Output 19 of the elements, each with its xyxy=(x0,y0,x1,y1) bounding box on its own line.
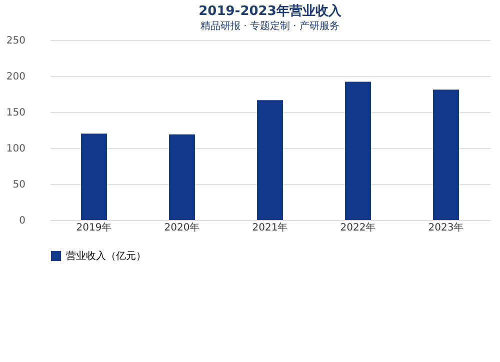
y-tick-label: 50 xyxy=(12,180,26,190)
legend-label: 营业收入（亿元） xyxy=(66,250,146,262)
x-tick-label: 2023年 xyxy=(428,222,464,234)
bar xyxy=(169,134,195,220)
x-tick-label: 2021年 xyxy=(252,222,288,234)
bar xyxy=(81,134,107,220)
bar xyxy=(345,82,371,220)
x-tick-label: 2019年 xyxy=(76,222,112,234)
x-tick-label: 2022年 xyxy=(340,222,376,234)
bar xyxy=(257,100,283,220)
y-tick-label: 150 xyxy=(6,108,26,118)
y-tick-label: 200 xyxy=(6,72,26,82)
y-tick-label: 100 xyxy=(6,144,26,154)
x-tick-label: 2020年 xyxy=(164,222,200,234)
chart-title: 2019-2023年营业收入 xyxy=(198,3,342,19)
y-tick-label: 250 xyxy=(6,36,26,46)
text: 精品研报 · 专题定制 · 产研服务 xyxy=(200,20,340,32)
y-tick-label: 0 xyxy=(19,216,26,226)
bar xyxy=(433,90,459,220)
